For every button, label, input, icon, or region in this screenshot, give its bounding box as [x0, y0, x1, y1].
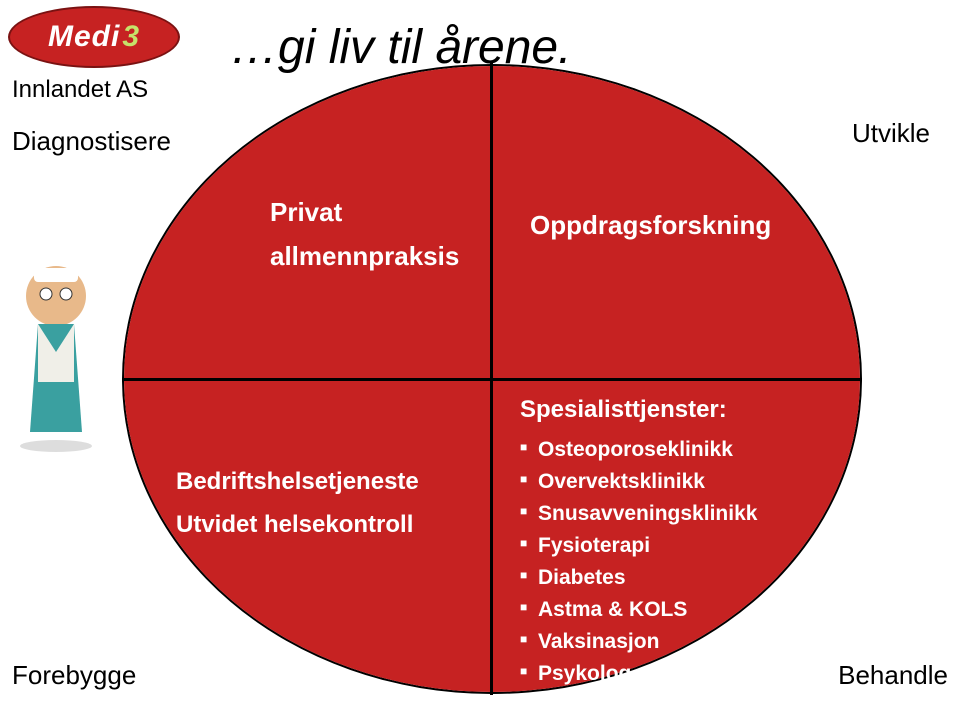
list-item: Diabetes	[520, 562, 860, 594]
corner-label-behandle: Behandle	[838, 660, 948, 691]
brand-logo: Medi3	[8, 6, 180, 68]
quadrant-bottom-right: Spesialisttjenster: Osteoporoseklinikk O…	[520, 396, 860, 690]
brand-prefix: Medi	[48, 20, 120, 54]
list-item: Overvektsklinikk	[520, 466, 860, 498]
q-tl-line2: allmennpraksis	[270, 234, 520, 278]
quadrant-bottom-left: Bedriftshelsetjeneste Utvidet helsekontr…	[176, 460, 486, 546]
list-item: Astma & KOLS	[520, 594, 860, 626]
brand-logo-text: Medi3	[8, 6, 180, 68]
mascot-icon	[4, 252, 108, 452]
q-bl-line2: Utvidet helsekontroll	[176, 503, 486, 546]
q-bl-line1: Bedriftshelsetjeneste	[176, 460, 486, 503]
corner-label-utvikle: Utvikle	[852, 118, 930, 149]
list-item: Psykolog	[520, 658, 860, 690]
corner-label-forebygge: Forebygge	[12, 660, 136, 691]
quadrant-top-right: Oppdragsforskning	[530, 210, 850, 241]
brand-suffix: 3	[122, 20, 140, 54]
quadrant-top-left: Privat allmennpraksis	[270, 190, 520, 278]
stage: Medi3 Innlandet AS Diagnostisere …gi liv…	[0, 0, 960, 726]
list-item: Fysioterapi	[520, 530, 860, 562]
q-br-heading: Spesialisttjenster:	[520, 396, 860, 424]
list-item: Vaksinasjon	[520, 626, 860, 658]
q-tl-line1: Privat	[270, 190, 520, 234]
list-item: Snusavveningsklinikk	[520, 498, 860, 530]
list-item: Osteoporoseklinikk	[520, 434, 860, 466]
ellipse-hline	[122, 378, 862, 381]
page-title: …gi liv til årene.	[230, 20, 571, 75]
q-br-list: Osteoporoseklinikk Overvektsklinikk Snus…	[520, 434, 860, 690]
